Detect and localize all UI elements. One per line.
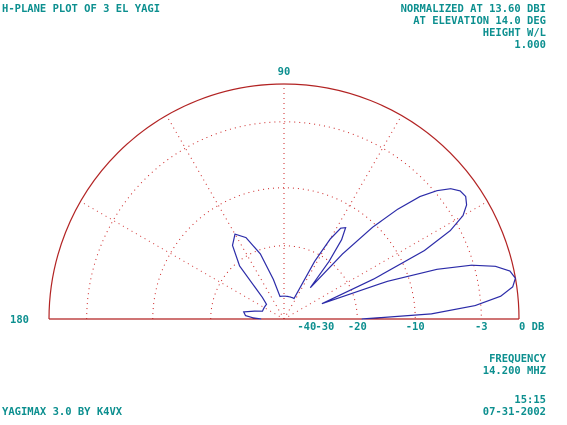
chart-title: H-PLANE PLOT OF 3 EL YAGI <box>2 3 160 15</box>
normalization-label: NORMALIZED AT 13.60 DBI <box>401 3 546 15</box>
grid-spoke <box>283 115 402 320</box>
radial-tick-labels: -40 -30 -20 -10 -3 0 DB <box>297 321 544 333</box>
polar-grid <box>80 84 488 320</box>
grid-spoke <box>283 201 488 320</box>
radial-tick-label: 0 DB <box>519 321 544 333</box>
elevation-label: AT ELEVATION 14.0 DEG <box>413 15 546 27</box>
angle-label-180: 180 <box>10 314 29 326</box>
radial-tick-label: -30 <box>315 321 334 333</box>
frequency-value: 14.200 MHZ <box>483 365 546 377</box>
radial-tick-label: -3 <box>475 321 488 333</box>
time-label: 15:15 <box>514 394 546 406</box>
grid-ring <box>86 121 482 320</box>
grid-spoke <box>166 115 285 320</box>
outer-boundary-arc <box>48 83 520 320</box>
height-value: 1.000 <box>514 39 546 51</box>
frequency-label: FREQUENCY <box>489 353 547 365</box>
grid-spoke <box>80 201 285 320</box>
app-credit: YAGIMAX 3.0 BY K4VX <box>2 406 123 418</box>
radial-tick-label: -40 <box>297 321 316 333</box>
height-label: HEIGHT W/L <box>483 27 546 39</box>
radiation-pattern-series <box>231 188 517 320</box>
date-label: 07-31-2002 <box>483 406 546 418</box>
radial-tick-label: -10 <box>406 321 425 333</box>
radial-tick-label: -20 <box>348 321 367 333</box>
angle-label-90: 90 <box>278 66 291 78</box>
